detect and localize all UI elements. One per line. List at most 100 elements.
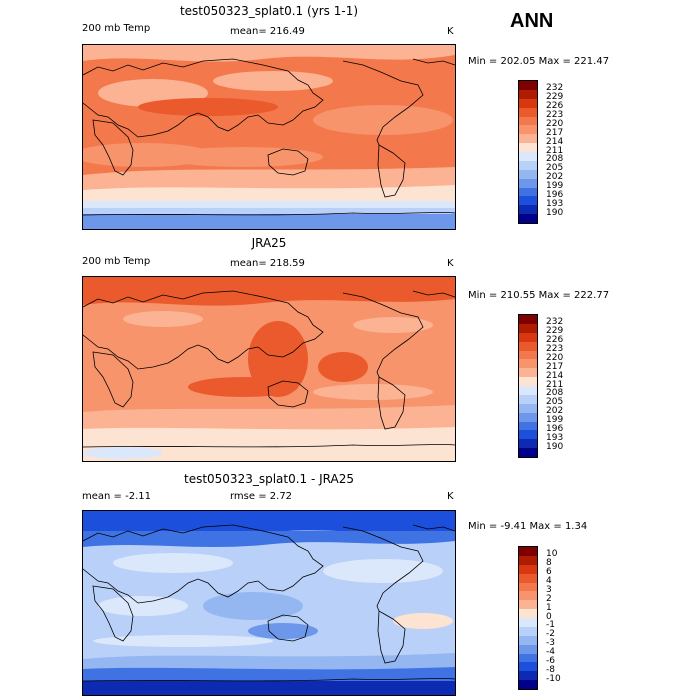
colorbar-tick-label: 223 <box>546 110 564 120</box>
colorbar-tick-label: 226 <box>546 101 564 112</box>
colorbar-swatch <box>519 582 537 592</box>
colorbar-tick-label: 214 <box>546 370 564 381</box>
colorbar-tick-label: 229 <box>546 92 564 103</box>
colorbar-tick-label: 0 <box>546 611 552 622</box>
panel-3-minmax: Min = -9.41 Max = 1.34 <box>468 521 588 532</box>
colorbar-tick-label: 6 <box>546 567 552 578</box>
colorbar-swatch <box>519 662 537 672</box>
colorbar-tick-label: 211 <box>546 379 564 390</box>
colorbar-swatch <box>519 205 537 215</box>
colorbar-tick-label: 211 <box>546 145 564 156</box>
colorbar-tick-label: -10 <box>546 673 561 684</box>
colorbar-swatch <box>519 214 537 223</box>
panel-2-colorbar <box>518 314 538 458</box>
panel-1-map <box>82 44 456 230</box>
colorbar-swatch <box>519 315 537 324</box>
colorbar-swatch <box>519 653 537 663</box>
colorbar-swatch <box>519 635 537 645</box>
colorbar-tick-label: 202 <box>546 406 564 417</box>
colorbar-swatch <box>519 448 537 457</box>
panel-1-units: K <box>447 26 454 37</box>
colorbar-swatch <box>519 547 537 556</box>
colorbar-tick-label: 232 <box>546 83 564 94</box>
colorbar-swatch <box>519 196 537 206</box>
panel-2-center-label: mean= 218.59 <box>230 258 305 269</box>
colorbar-swatch <box>519 368 537 378</box>
colorbar-tick-label: -6 <box>546 655 555 666</box>
panel-2-minmax: Min = 210.55 Max = 222.77 <box>468 290 610 301</box>
colorbar-swatch <box>519 439 537 449</box>
colorbar-swatch <box>519 386 537 395</box>
season-label: ANN <box>510 10 554 32</box>
colorbar-swatch <box>519 169 537 179</box>
colorbar-tick-label: -4 <box>546 647 555 657</box>
colorbar-tick-label: -1 <box>546 620 555 631</box>
colorbar-swatch <box>519 394 537 404</box>
colorbar-tick-label: 202 <box>546 172 564 183</box>
colorbar-tick-label: -8 <box>546 664 555 675</box>
colorbar-tick-label: 3 <box>546 584 552 595</box>
colorbar-swatch <box>519 116 537 126</box>
colorbar-tick-label: 190 <box>546 207 564 218</box>
colorbar-swatch <box>519 332 537 342</box>
colorbar-tick-label: 223 <box>546 344 564 354</box>
panel-2-left-label: 200 mb Temp <box>82 256 151 267</box>
colorbar-tick-label: 214 <box>546 136 564 147</box>
panel-3-colorbar <box>518 546 538 690</box>
colorbar-swatch <box>519 178 537 188</box>
panel-1-title: test050323_splat0.1 (yrs 1-1) <box>179 4 359 18</box>
colorbar-swatch <box>519 377 537 386</box>
colorbar-swatch <box>519 160 537 170</box>
colorbar-swatch <box>519 134 537 144</box>
colorbar-swatch <box>519 591 537 601</box>
panel-2-units: K <box>447 258 454 269</box>
colorbar-swatch <box>519 671 537 681</box>
colorbar-tick-label: 193 <box>546 198 564 209</box>
colorbar-tick-label: 217 <box>546 361 564 372</box>
colorbar-tick-label: 226 <box>546 335 564 346</box>
colorbar-swatch <box>519 341 537 351</box>
colorbar-swatch <box>519 412 537 422</box>
colorbar-tick-label: 205 <box>546 397 564 408</box>
colorbar-tick-label: 229 <box>546 326 564 337</box>
panel-1-colorbar <box>518 80 538 224</box>
colorbar-swatch <box>519 555 537 565</box>
colorbar-swatch <box>519 125 537 135</box>
colorbar-tick-label: 205 <box>546 163 564 174</box>
colorbar-swatch <box>519 107 537 117</box>
panel-1-minmax: Min = 202.05 Max = 221.47 <box>468 56 610 67</box>
panel-3-center-label: rmse = 2.72 <box>230 491 293 502</box>
colorbar-swatch <box>519 187 537 197</box>
colorbar-swatch <box>519 600 537 610</box>
colorbar-swatch <box>519 89 537 99</box>
panel-1-center-label: mean= 216.49 <box>230 26 305 37</box>
colorbar-swatch <box>519 421 537 431</box>
colorbar-swatch <box>519 98 537 108</box>
colorbar-swatch <box>519 323 537 333</box>
colorbar-swatch <box>519 430 537 440</box>
colorbar-tick-label: 196 <box>546 423 564 434</box>
colorbar-tick-label: 199 <box>546 415 564 425</box>
colorbar-tick-label: 193 <box>546 432 564 443</box>
colorbar-swatch <box>519 618 537 627</box>
panel-3-map <box>82 510 456 696</box>
colorbar-swatch <box>519 143 537 152</box>
colorbar-tick-label: 208 <box>546 154 564 165</box>
colorbar-tick-label: 190 <box>546 441 564 452</box>
colorbar-swatch <box>519 680 537 689</box>
colorbar-tick-label: -2 <box>546 629 555 640</box>
colorbar-swatch <box>519 359 537 369</box>
colorbar-swatch <box>519 609 537 618</box>
colorbar-tick-label: -3 <box>546 638 555 649</box>
panel-3-title: test050323_splat0.1 - JRA25 <box>183 472 355 486</box>
colorbar-swatch <box>519 350 537 360</box>
colorbar-tick-label: 196 <box>546 189 564 200</box>
colorbar-swatch <box>519 626 537 636</box>
colorbar-swatch <box>519 564 537 574</box>
colorbar-tick-label: 220 <box>546 352 564 363</box>
colorbar-swatch <box>519 573 537 583</box>
colorbar-tick-label: 10 <box>546 549 558 560</box>
colorbar-tick-label: 8 <box>546 558 552 569</box>
colorbar-tick-label: 1 <box>546 602 552 613</box>
colorbar-tick-label: 2 <box>546 593 552 604</box>
